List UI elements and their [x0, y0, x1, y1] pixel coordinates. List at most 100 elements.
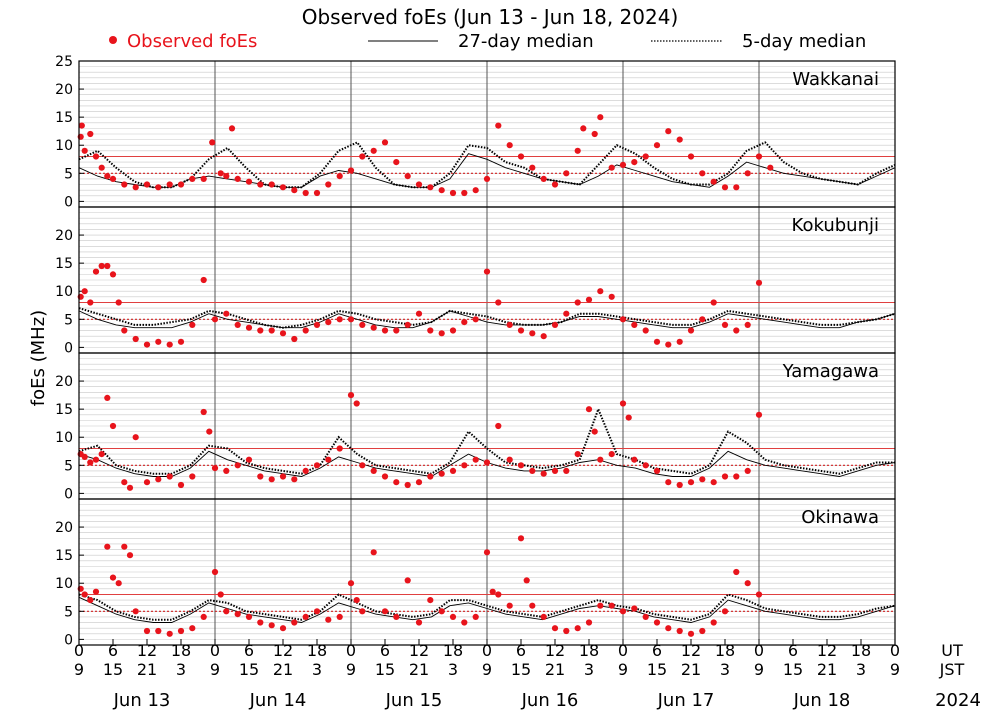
x-tick-jst-label: 21 [409, 660, 429, 679]
x-tick-ut-label: 6 [380, 641, 390, 660]
y-tick-label: 10 [55, 138, 73, 154]
observed-point [98, 164, 105, 171]
x-tick-jst-label: 3 [584, 660, 594, 679]
x-tick-jst-label: 3 [448, 660, 458, 679]
observed-point [92, 588, 100, 595]
observed-point [404, 173, 411, 180]
observed-point [699, 316, 706, 323]
observed-point [155, 476, 162, 483]
observed-point [359, 462, 366, 469]
x-tick-ut-label: 0 [618, 641, 628, 660]
observed-point [268, 327, 275, 334]
observed-point [744, 467, 751, 474]
x-tick-jst-label: 3 [720, 660, 730, 679]
observed-point [92, 268, 100, 275]
x-tick-jst-label: 15 [647, 660, 667, 679]
observed-point [177, 481, 185, 489]
observed-point [336, 173, 343, 180]
x-tick-jst-label: 21 [817, 660, 837, 679]
observed-point [506, 602, 513, 609]
observed-point [551, 321, 559, 328]
legend-observed-label: Observed foEs [127, 31, 257, 52]
observed-point [472, 613, 479, 621]
observed-point [347, 392, 355, 399]
observed-point [347, 167, 355, 174]
x-tick-ut-label: 12 [817, 641, 837, 660]
observed-point [665, 128, 672, 135]
observed-point [223, 310, 230, 317]
x-tick-jst-label: 9 [890, 660, 900, 679]
observed-point [676, 136, 683, 143]
observed-point [92, 153, 100, 160]
observed-point [313, 608, 321, 615]
observed-point [325, 456, 332, 463]
observed-point [291, 619, 298, 626]
observed-point [81, 591, 88, 598]
observed-point [483, 459, 491, 466]
panel-wakkanai: 0 5 10 15 20 25 Wakkanai [55, 54, 896, 210]
observed-point [245, 613, 253, 621]
x-tick-jst-label: 21 [273, 660, 293, 679]
observed-point [132, 608, 139, 615]
observed-point [591, 428, 598, 435]
x-tick-ut-label: 18 [851, 641, 871, 660]
observed-point [755, 153, 763, 160]
observed-point [166, 473, 173, 480]
observed-point [279, 330, 287, 337]
observed-point [78, 122, 85, 129]
observed-point [291, 335, 298, 343]
y-tick-label: 20 [55, 520, 73, 536]
observed-point [268, 476, 275, 483]
observed-point [223, 173, 230, 180]
observed-point [87, 299, 94, 306]
station-label: Okinawa [801, 507, 879, 528]
observed-point [461, 619, 468, 626]
observed-point [234, 611, 241, 618]
observed-point [597, 456, 604, 463]
observed-point [143, 181, 151, 188]
median27-line [78, 596, 896, 623]
observed-point [109, 422, 117, 430]
observed-point [580, 125, 587, 132]
y-tick-label: 10 [55, 430, 73, 446]
x-tick-ut-label: 0 [754, 641, 764, 660]
observed-point [109, 574, 117, 581]
observed-point [381, 139, 389, 146]
median27-line [78, 153, 896, 188]
observed-point [370, 147, 377, 154]
observed-point [291, 476, 298, 483]
y-tick-label: 5 [64, 458, 73, 474]
observed-point [126, 484, 134, 491]
legend: Observed foEs 27-day median 5-day median [109, 31, 866, 52]
observed-point [359, 153, 366, 160]
x-tick-ut-label: 12 [545, 641, 565, 660]
observed-point [653, 338, 661, 345]
observed-point [472, 316, 479, 323]
observed-point [393, 479, 400, 486]
observed-point [132, 335, 139, 343]
observed-point [438, 470, 445, 477]
observed-point [495, 591, 502, 598]
observed-point [687, 630, 695, 637]
observed-point [710, 619, 717, 626]
observed-point [733, 184, 740, 191]
observed-point [415, 181, 423, 188]
observed-point [381, 327, 389, 334]
median5-line [78, 593, 896, 621]
observed-point [529, 330, 536, 337]
observed-point [121, 479, 128, 486]
observed-point [631, 456, 638, 463]
observed-point [81, 147, 88, 154]
observed-point [268, 622, 275, 629]
observed-point [619, 161, 627, 168]
observed-point [189, 625, 196, 632]
observed-point [404, 577, 411, 584]
observed-point [563, 170, 570, 177]
observed-point [143, 479, 151, 486]
x-day-label: Jun 15 [385, 690, 443, 711]
observed-point [211, 465, 219, 472]
observed-point [427, 597, 434, 604]
observed-point [223, 467, 230, 474]
observed-point [302, 613, 309, 621]
observed-point [449, 613, 457, 621]
